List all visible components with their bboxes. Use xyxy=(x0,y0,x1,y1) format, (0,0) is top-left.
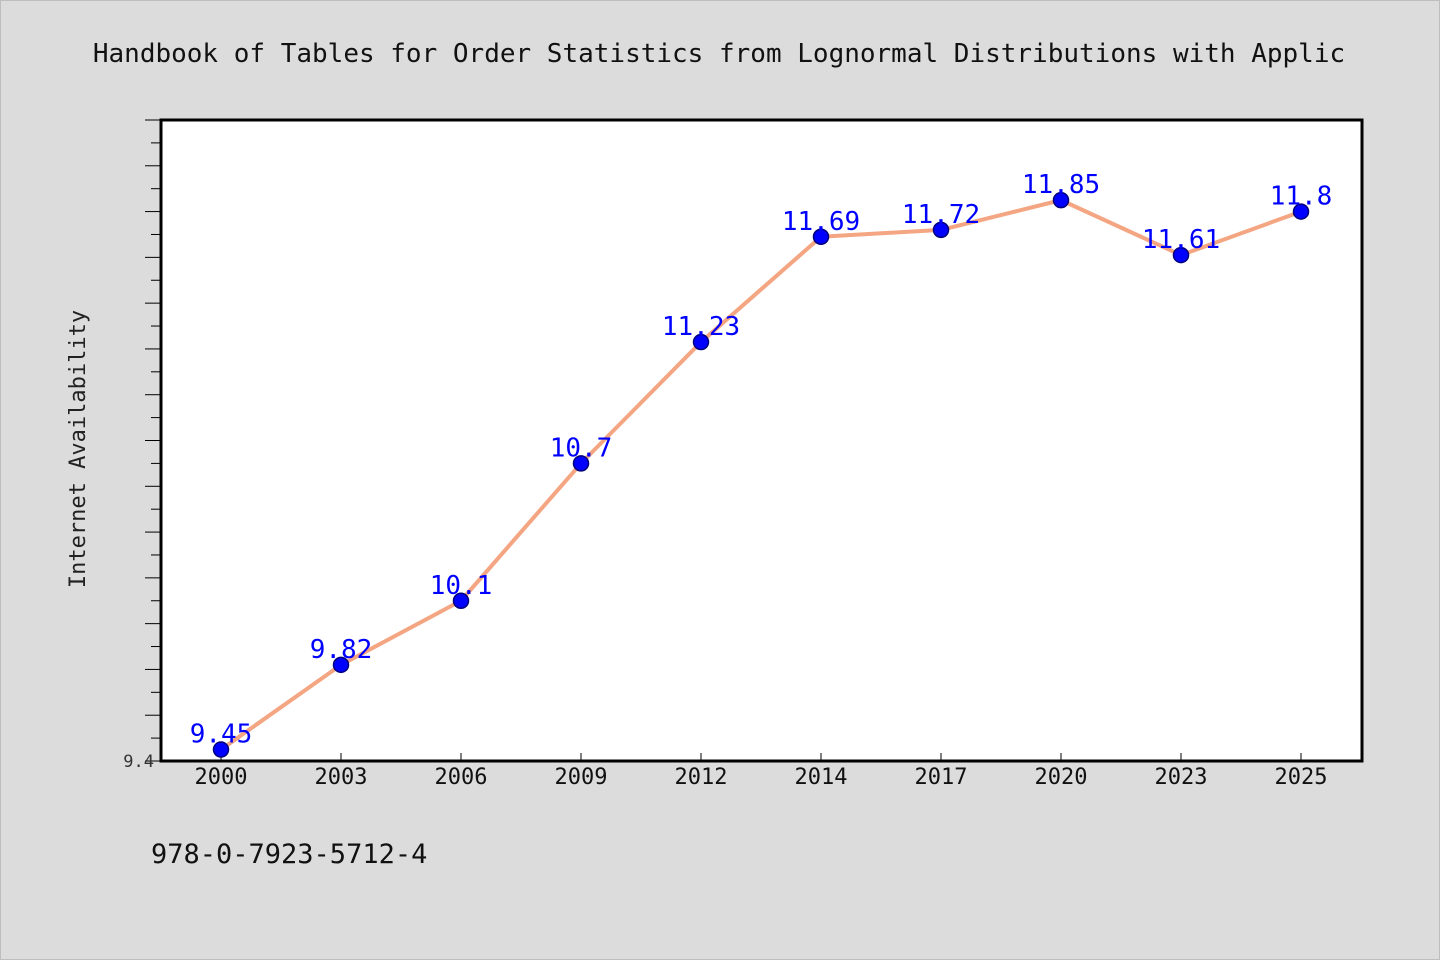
data-point-2023 xyxy=(1172,246,1190,264)
x-tick-label-2009: 2009 xyxy=(555,765,608,790)
data-point-2012 xyxy=(692,333,710,351)
data-label-2014: 11.69 xyxy=(782,207,860,237)
data-point-2025 xyxy=(1292,203,1310,220)
data-labels: 9.45 9.82 10.1 10.7 11.23 11.69 11.72 11.85 11.6… xyxy=(190,170,1333,749)
data-point-2020 xyxy=(1052,191,1070,209)
data-label-2023: 11.61 xyxy=(1142,225,1220,255)
plot-border xyxy=(159,118,1364,763)
x-tick-label-2006: 2006 xyxy=(435,765,488,790)
data-label-2003: 9.82 xyxy=(310,635,373,665)
data-point-2003 xyxy=(332,656,350,674)
data-label-2006: 10.1 xyxy=(430,571,493,601)
data-label-2000: 9.45 xyxy=(190,720,253,750)
data-point-2017 xyxy=(932,221,950,239)
x-tick-label-2017: 2017 xyxy=(915,765,968,790)
data-point-2006 xyxy=(452,592,470,609)
series-layer xyxy=(212,191,1310,758)
x-tick-label-2000: 2000 xyxy=(195,765,248,790)
x-tick-label-2003: 2003 xyxy=(315,765,368,790)
y-tick-label: 9.4 xyxy=(123,752,154,772)
data-point-2009 xyxy=(572,455,590,472)
data-label-2025: 11.8 xyxy=(1270,182,1333,212)
chart-title: Handbook of Tables for Order Statistics … xyxy=(93,39,1345,69)
x-tick-label-2025: 2025 xyxy=(1275,765,1328,790)
y-axis-ticks: 9.4 xyxy=(123,119,161,772)
isbn-text: 978-0-7923-5712-4 xyxy=(151,839,427,870)
x-tick-label-2012: 2012 xyxy=(675,765,728,790)
data-point-2000 xyxy=(212,741,230,758)
y-axis-label: Internet Availability xyxy=(66,310,91,588)
data-point-2014 xyxy=(812,228,830,246)
data-label-2012: 11.23 xyxy=(662,312,740,342)
data-label-2020: 11.85 xyxy=(1022,170,1100,200)
data-label-2009: 10.7 xyxy=(550,433,613,463)
x-tick-label-2020: 2020 xyxy=(1035,765,1088,790)
x-tick-label-2023: 2023 xyxy=(1155,765,1208,790)
x-axis-ticks: 2000 2003 2006 2009 2012 2014 2017 2020 2023 2025 xyxy=(195,753,1328,790)
series-line xyxy=(219,198,1303,752)
data-label-2017: 11.72 xyxy=(902,200,980,230)
x-tick-label-2014: 2014 xyxy=(795,765,848,790)
